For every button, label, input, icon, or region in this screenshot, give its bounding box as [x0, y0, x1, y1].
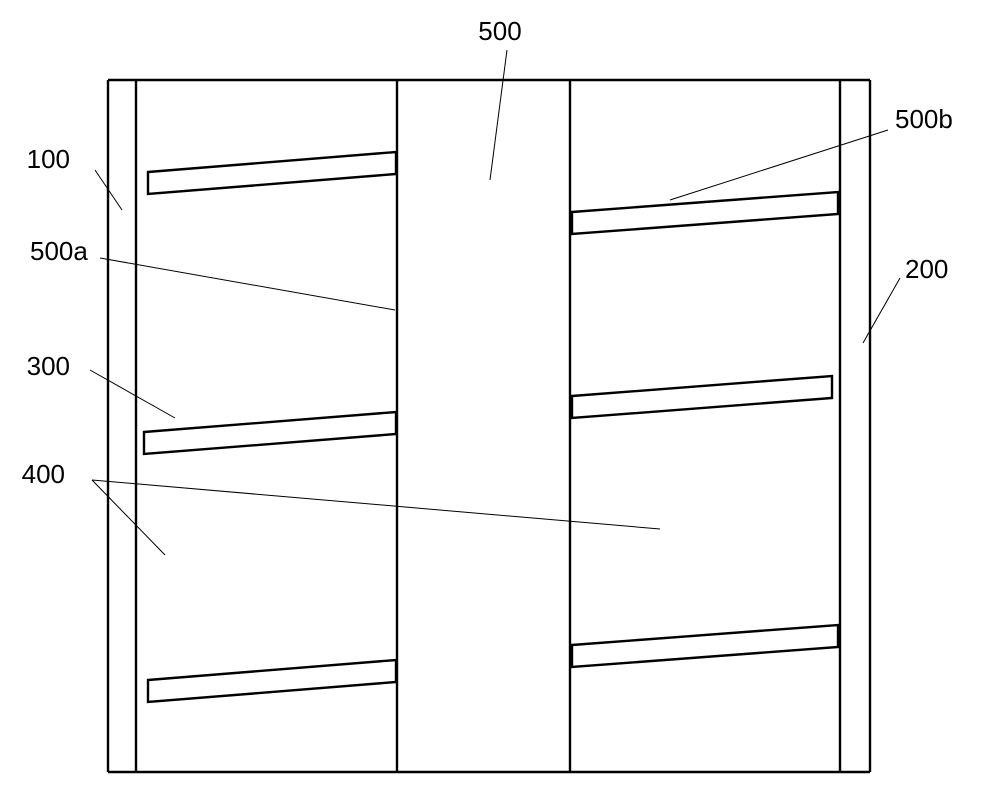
label-text-200: 200 — [905, 254, 948, 284]
label-text-500a: 500a — [30, 236, 88, 266]
label-text-100: 100 — [27, 144, 70, 174]
canvas-bg — [0, 0, 1000, 797]
label-text-500: 500 — [478, 16, 521, 46]
label-text-400: 400 — [22, 459, 65, 489]
diagram-canvas: 500 500b 100 500a 200 300 400 — [0, 0, 1000, 797]
label-text-500b: 500b — [895, 104, 953, 134]
label-text-300: 300 — [27, 351, 70, 381]
